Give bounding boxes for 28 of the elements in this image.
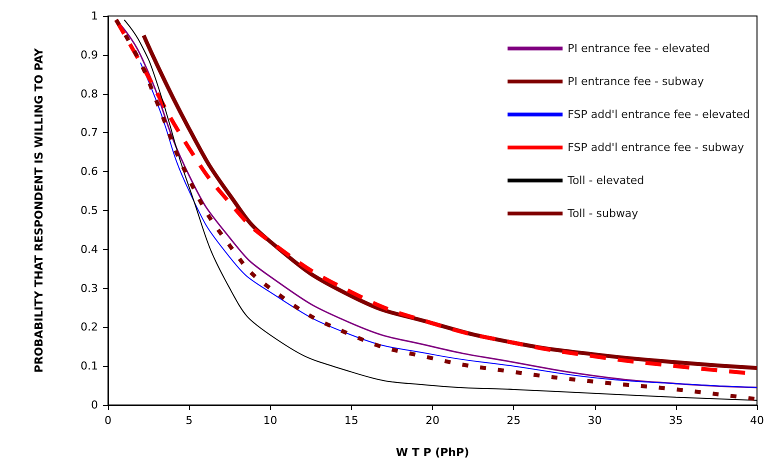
x-tick-label: 15: [344, 414, 358, 427]
x-tick-label: 30: [588, 414, 602, 427]
legend-label: FSP add'l entrance fee - elevated: [568, 108, 750, 121]
x-tick-label: 10: [263, 414, 278, 427]
y-tick-label: 1: [91, 10, 98, 22]
y-tick-label: 0: [91, 398, 98, 412]
y-tick-label: 0.8: [80, 87, 98, 100]
legend-label: Toll - subway: [566, 207, 639, 220]
y-tick-label: 0.3: [80, 282, 98, 295]
x-axis-title: W T P (PhP): [396, 446, 470, 459]
legend-label: PI entrance fee - subway: [568, 75, 704, 88]
y-tick-label: 0.4: [80, 242, 98, 256]
x-tick-label: 40: [750, 414, 764, 427]
y-tick-label: 0.7: [80, 126, 98, 140]
y-axis-title: PROBABILITY THAT RESPONDENT IS WILLING TO PAY: [32, 47, 46, 373]
y-tick-label: 0.2: [80, 320, 98, 334]
x-tick-label: 0: [104, 414, 112, 427]
y-tick-label: 0.5: [80, 204, 98, 217]
x-tick-label: 5: [186, 414, 193, 427]
y-tick-label: 0.6: [80, 165, 98, 178]
x-tick-label: 35: [668, 414, 683, 427]
x-tick-label: 25: [506, 414, 521, 427]
y-tick-label: 0.9: [80, 48, 98, 62]
y-tick-label: 0.1: [80, 360, 98, 373]
x-tick-label: 20: [426, 414, 440, 427]
legend-label: FSP add'l entrance fee - subway: [568, 141, 745, 154]
legend-label: Toll - elevated: [566, 174, 644, 187]
legend-label: PI entrance fee - elevated: [568, 42, 710, 55]
